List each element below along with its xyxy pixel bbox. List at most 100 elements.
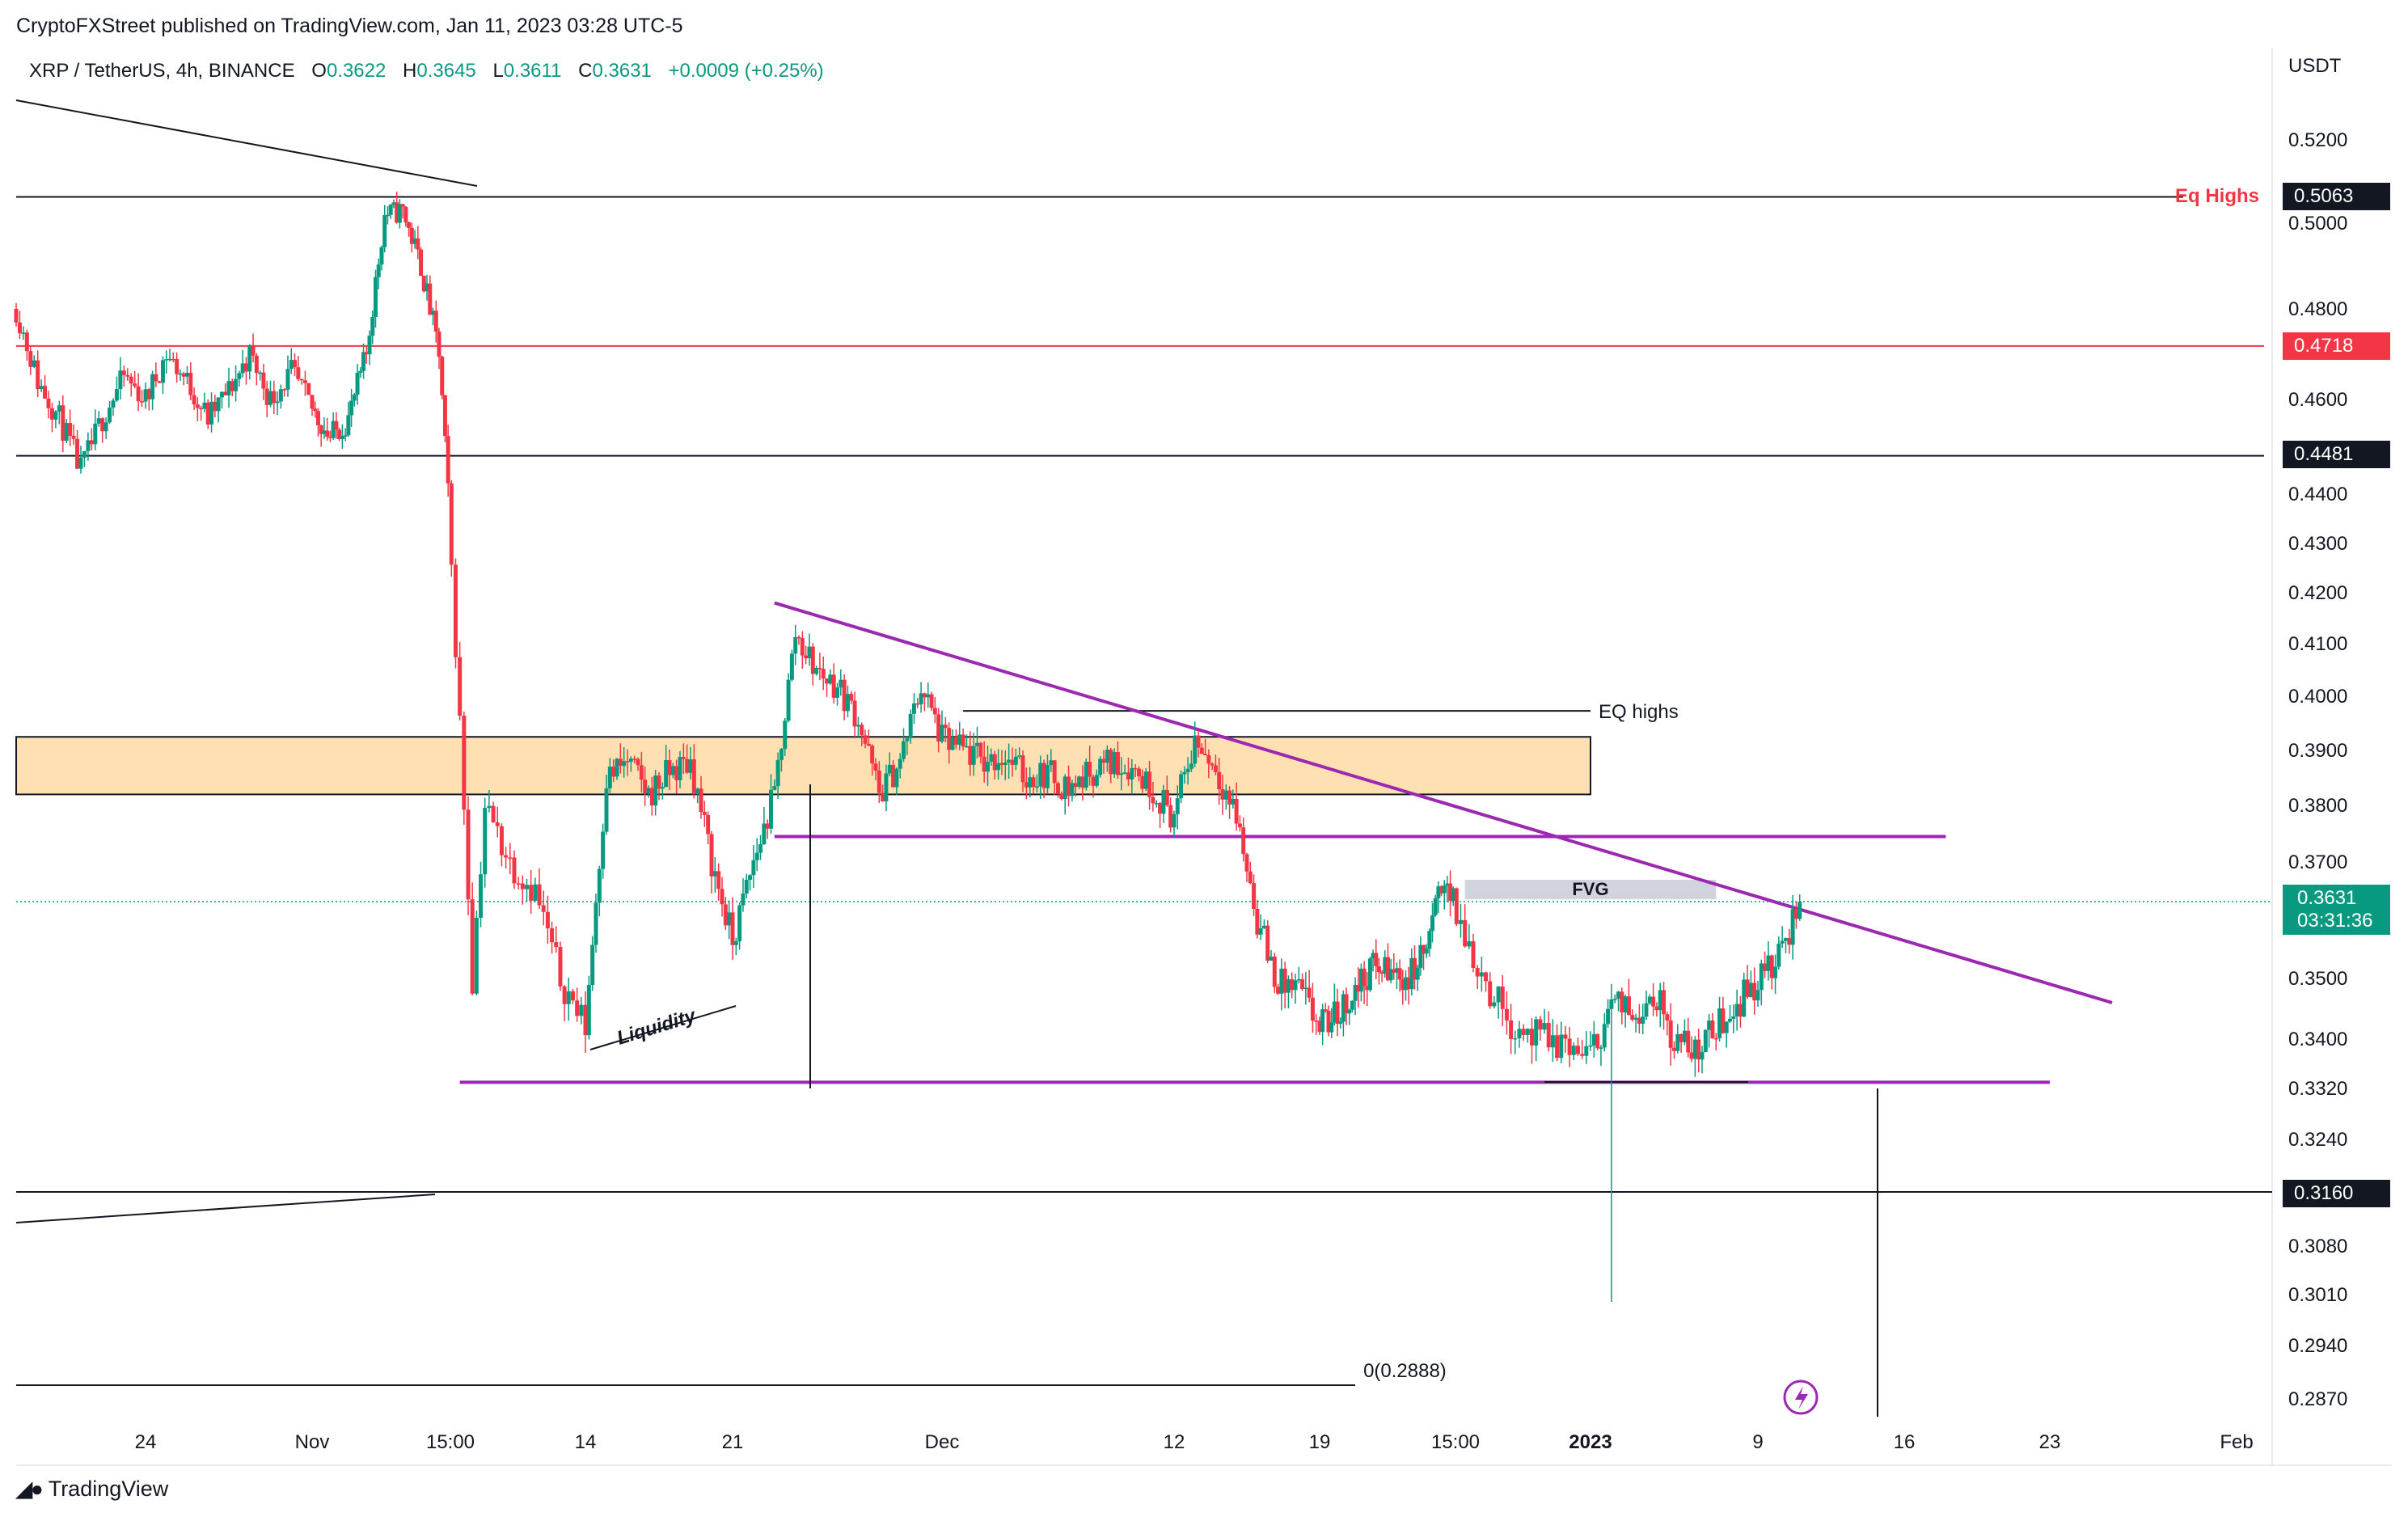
- candle-body: [1151, 797, 1155, 804]
- candle-body: [1388, 969, 1393, 981]
- candle-body: [1521, 1029, 1526, 1035]
- candle-body: [230, 381, 234, 391]
- candle-body: [1344, 994, 1349, 1014]
- tradingview-brand[interactable]: ◢● TradingView: [16, 1477, 168, 1502]
- candle-body: [108, 408, 112, 423]
- candle-body: [733, 940, 738, 945]
- candle-body: [1467, 941, 1472, 947]
- candle-body: [1217, 771, 1222, 789]
- candle-body: [1721, 1008, 1726, 1033]
- candle-body: [327, 437, 332, 438]
- candle-body: [873, 763, 878, 771]
- candle-body: [533, 884, 538, 901]
- candle-body: [167, 358, 172, 361]
- candle-body: [943, 725, 948, 729]
- candle-body: [1488, 981, 1493, 1007]
- candle-body: [1084, 762, 1088, 788]
- candle-body: [64, 423, 69, 442]
- candle-body: [1672, 1047, 1676, 1051]
- candle-body: [1098, 758, 1103, 775]
- candle-body: [421, 276, 426, 292]
- candle-body: [1147, 771, 1152, 797]
- candle-body: [1112, 751, 1117, 775]
- low-value: 0.3611: [503, 60, 562, 82]
- candle-body: [1724, 1021, 1729, 1033]
- candle-body: [947, 728, 952, 750]
- x-tick-label: 14: [575, 1431, 597, 1453]
- candle-body: [594, 902, 598, 945]
- candle-body: [1237, 823, 1242, 828]
- x-tick-label: 2023: [1569, 1431, 1612, 1453]
- candle-body: [43, 386, 48, 399]
- candle-body: [388, 205, 393, 215]
- candle-body: [968, 746, 973, 765]
- candle-body: [466, 809, 471, 900]
- candle-body: [1394, 968, 1399, 973]
- candle-body: [1397, 968, 1402, 980]
- candle-body: [706, 814, 711, 835]
- candle-body: [1056, 783, 1060, 794]
- candle-body: [1358, 968, 1363, 992]
- candle-body: [772, 786, 777, 790]
- candle-body: [479, 874, 484, 918]
- candle-body: [926, 694, 931, 698]
- candle-body: [1073, 783, 1078, 787]
- candle-body: [1588, 1045, 1593, 1047]
- candle-body: [1798, 901, 1802, 919]
- lower-trendline: [15, 1194, 436, 1223]
- candle-body: [737, 905, 742, 941]
- symbol-title[interactable]: XRP / TetherUS, 4h, BINANCE: [29, 60, 295, 82]
- candle-body: [685, 758, 690, 773]
- candle-body: [1220, 788, 1225, 800]
- candle-body: [199, 408, 204, 410]
- candle-body: [237, 373, 242, 379]
- candle-body: [996, 763, 1001, 771]
- candle-body: [296, 367, 301, 379]
- candle-body: [828, 674, 833, 684]
- candle-body: [1088, 762, 1092, 777]
- candle-body: [779, 749, 784, 760]
- candle-body: [646, 788, 651, 794]
- candle-body: [1341, 994, 1346, 1022]
- candle-body: [89, 440, 94, 445]
- upper-trendline: [15, 99, 478, 187]
- candle-body: [1017, 755, 1022, 757]
- candle-body: [1790, 909, 1795, 945]
- candle-body: [1049, 760, 1054, 766]
- candle-body: [1433, 898, 1438, 915]
- candle-body: [319, 425, 323, 434]
- symbol-legend: XRP / TetherUS, 4h, BINANCE O0.3622 H0.3…: [29, 60, 824, 82]
- candle-body: [1575, 1046, 1580, 1054]
- lightning-icon: [1783, 1380, 1819, 1415]
- candle-body: [537, 884, 542, 906]
- candle-body: [1734, 1004, 1739, 1016]
- candle-body: [234, 378, 239, 391]
- candle-body: [1122, 772, 1127, 774]
- candle-body: [254, 355, 259, 374]
- candle-body: [657, 775, 661, 789]
- candle-body: [712, 871, 717, 877]
- candle-body: [391, 202, 396, 205]
- candle-body: [1223, 790, 1228, 800]
- y-tick-label: 0.5200: [2288, 129, 2347, 151]
- candle-body: [971, 746, 976, 765]
- candle-body: [1231, 798, 1236, 805]
- candle-body: [1745, 979, 1750, 997]
- candle-body: [143, 389, 148, 402]
- candle-body: [583, 1004, 588, 1036]
- candle-body: [1105, 750, 1109, 763]
- candle-body: [1038, 763, 1043, 787]
- candle-body: [400, 204, 405, 207]
- x-tick-label: 12: [1164, 1431, 1185, 1453]
- candle-body: [1126, 772, 1130, 780]
- candle-body: [1679, 1033, 1683, 1042]
- y-tick-label: 0.3080: [2288, 1236, 2347, 1257]
- candle-body: [611, 767, 616, 777]
- candle-body: [1329, 1022, 1334, 1033]
- candle-body: [195, 404, 200, 408]
- candle-body: [313, 408, 318, 412]
- candle-body: [1007, 759, 1012, 763]
- candle-body: [512, 857, 517, 884]
- candle-body: [340, 435, 344, 440]
